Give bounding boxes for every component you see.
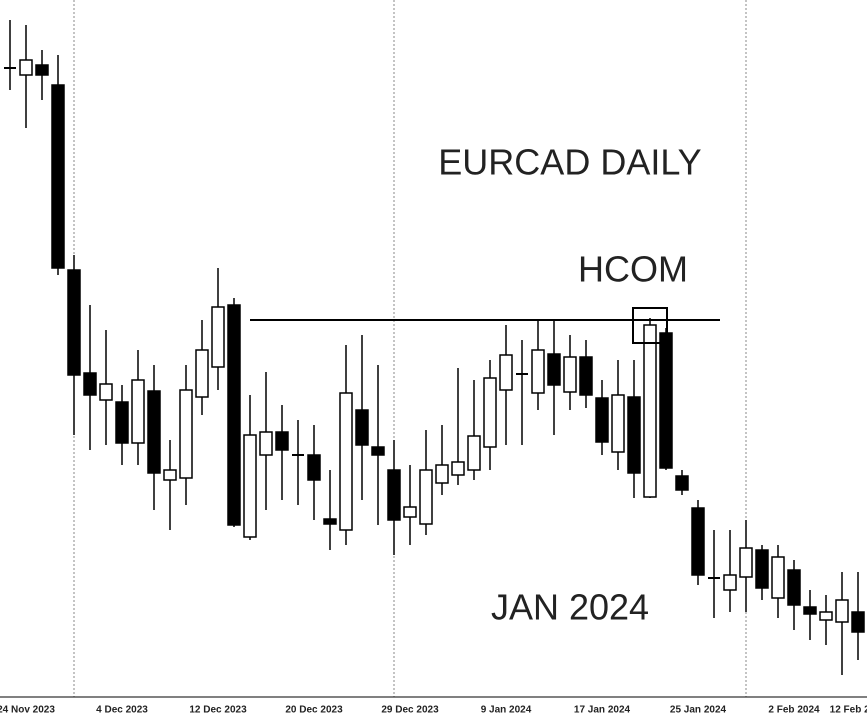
candle-body	[531, 349, 545, 394]
candle-body	[435, 464, 449, 484]
candle-body	[243, 434, 257, 538]
x-tick-label: 25 Jan 2024	[670, 705, 727, 716]
candle-body	[275, 431, 289, 451]
candle-body	[851, 611, 865, 633]
candle-body	[563, 356, 577, 393]
candle-body	[803, 606, 817, 615]
candle-body	[675, 475, 689, 491]
candle-body	[19, 59, 33, 76]
candle-body	[227, 304, 241, 526]
candle-body	[611, 394, 625, 453]
candle-body	[371, 446, 385, 456]
x-tick-label: 12 Feb 2024	[830, 705, 867, 716]
candle-body	[51, 84, 65, 269]
candle-body	[35, 64, 49, 76]
candle-body	[771, 556, 785, 599]
candle-body	[195, 349, 209, 398]
candle-body	[339, 392, 353, 531]
candle-body	[83, 372, 97, 396]
candle-body	[579, 356, 593, 396]
candle-body	[483, 377, 497, 448]
candle-body	[499, 354, 513, 391]
candle-body	[259, 431, 273, 456]
x-tick-label: 9 Jan 2024	[481, 705, 532, 716]
candle-body	[659, 332, 673, 469]
candle-body	[547, 353, 561, 386]
candle-body	[595, 397, 609, 443]
x-tick-label: 20 Dec 2023	[285, 705, 343, 716]
candle-body	[163, 469, 177, 481]
candle-body	[179, 389, 193, 479]
candle-body	[835, 599, 849, 623]
candle-body	[307, 454, 321, 481]
candle-body	[419, 469, 433, 525]
candle-body	[211, 306, 225, 368]
candle-body	[739, 547, 753, 578]
x-tick-label: 17 Jan 2024	[574, 705, 631, 716]
candle-body	[643, 324, 657, 498]
candle-body	[627, 396, 641, 474]
x-tick-label: 12 Dec 2023	[189, 705, 247, 716]
candle-body	[147, 390, 161, 474]
highlight-box	[632, 307, 668, 344]
candle-body	[387, 469, 401, 521]
x-tick-label: 4 Dec 2023	[96, 705, 148, 716]
candle-body	[115, 401, 129, 444]
candle-body	[691, 507, 705, 576]
candle-body	[323, 518, 337, 525]
candle-body	[723, 574, 737, 591]
annotation: JAN 2024	[491, 587, 649, 628]
x-tick-label: 2 Feb 2024	[768, 705, 820, 716]
candle-body	[355, 409, 369, 446]
candle-body	[819, 611, 833, 621]
chart-title: EURCAD DAILY	[438, 142, 701, 183]
plot	[4, 20, 865, 675]
candle-body	[451, 461, 465, 476]
candle-body	[99, 383, 113, 401]
candle-body	[403, 506, 417, 518]
x-tick-label: 29 Dec 2023	[381, 705, 439, 716]
annotation: HCOM	[578, 249, 688, 290]
x-tick-label: 24 Nov 2023	[0, 705, 55, 716]
candle-body	[131, 379, 145, 444]
candle-body	[787, 569, 801, 606]
candle-body	[67, 269, 81, 376]
candle-body	[467, 435, 481, 471]
candle-body	[755, 549, 769, 589]
